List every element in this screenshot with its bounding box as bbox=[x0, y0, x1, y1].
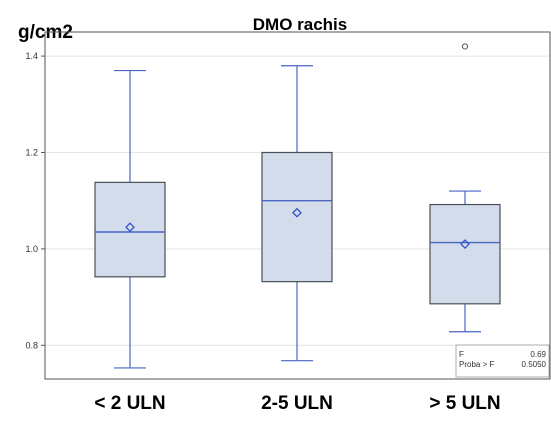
box-group bbox=[261, 65, 333, 362]
y-tick-label: 1.0 bbox=[25, 244, 38, 254]
box-group bbox=[94, 69, 166, 369]
box-group bbox=[429, 43, 501, 333]
box-series bbox=[94, 43, 501, 369]
iqr-box bbox=[94, 181, 166, 278]
y-tick-label: 0.8 bbox=[25, 340, 38, 350]
y-tick-label: 1.2 bbox=[25, 147, 38, 157]
mean-marker bbox=[292, 207, 302, 218]
stats-value: 0.69 bbox=[530, 350, 546, 359]
stats-value: 0.5050 bbox=[522, 360, 547, 369]
stats-box bbox=[455, 344, 550, 378]
y-axis-ticks: 0.8 1.0 1.2 1.4 bbox=[25, 51, 45, 350]
mean-marker bbox=[125, 222, 135, 233]
stats-inset: F 0.69 Proba > F 0.5050 bbox=[455, 344, 550, 378]
chart-title: DMO rachis bbox=[253, 15, 347, 34]
outlier-point bbox=[461, 43, 469, 50]
y-tick-label: 1.4 bbox=[25, 51, 38, 61]
plot-frame bbox=[44, 31, 551, 380]
stats-label: Proba > F bbox=[459, 360, 494, 369]
iqr-box bbox=[429, 203, 501, 305]
x-category-label: > 5 ULN bbox=[429, 393, 500, 414]
x-category-label: < 2 ULN bbox=[94, 393, 165, 414]
stats-label: F bbox=[459, 350, 464, 359]
x-axis-category-labels: < 2 ULN 2-5 ULN > 5 ULN bbox=[94, 393, 500, 414]
mean-marker bbox=[460, 239, 470, 249]
x-category-label: 2-5 ULN bbox=[261, 393, 333, 414]
